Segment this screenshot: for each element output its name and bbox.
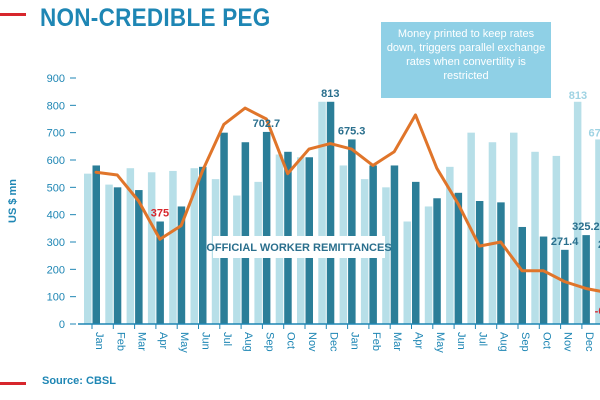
data-label: 675.3	[338, 125, 366, 137]
data-label: 259	[598, 239, 600, 251]
y-tick-label: 500	[47, 182, 65, 194]
x-tick-label: Sep	[519, 332, 531, 352]
y-tick-label: 400	[47, 210, 65, 222]
bar-dark	[156, 221, 164, 324]
chart-title: NON-CREDIBLE PEG	[40, 4, 271, 32]
x-tick-label: Jun	[455, 332, 467, 350]
bar-dark	[454, 192, 463, 324]
x-tick-label: Mar	[391, 332, 403, 351]
data-label: 702.7	[253, 118, 281, 130]
bar-light	[382, 187, 390, 324]
y-tick-label: 100	[47, 292, 65, 304]
bar-dark	[113, 187, 122, 324]
bar-dark	[433, 198, 441, 324]
x-tick-label: Oct	[285, 332, 297, 349]
y-tick-label: 800	[47, 100, 65, 112]
bar-dark	[582, 235, 590, 324]
bar-dark	[262, 131, 271, 324]
x-tick-label: Feb	[114, 332, 126, 351]
x-tick-label: Feb	[370, 332, 382, 351]
bar-dark	[92, 165, 100, 324]
y-tick-label: 700	[47, 128, 65, 140]
x-tick-label: Aug	[498, 332, 510, 352]
bar-dark	[177, 206, 186, 324]
bar-dark	[539, 236, 548, 324]
bar-light	[446, 166, 454, 324]
bar-light	[552, 155, 561, 324]
bar-light	[318, 101, 326, 324]
data-label: 675.	[588, 127, 600, 139]
x-tick-label: Jun	[200, 332, 212, 350]
x-tick-label: Jul	[476, 332, 488, 346]
bar-dark	[475, 201, 484, 324]
bar-light	[595, 139, 600, 324]
x-tick-label: Mar	[136, 332, 148, 351]
top-accent-rule	[0, 13, 26, 16]
bar-dark	[135, 190, 143, 324]
x-tick-label: Jan	[349, 332, 361, 350]
bar-light	[403, 221, 411, 324]
x-tick-label: Aug	[242, 332, 254, 352]
x-tick-label: Dec	[327, 332, 339, 352]
y-tick-label: 300	[47, 237, 65, 249]
bar-light	[573, 101, 582, 324]
bar-dark	[326, 101, 335, 324]
data-label: -61.6	[595, 306, 600, 318]
x-tick-label: May	[178, 332, 190, 353]
bar-light	[105, 184, 113, 324]
bar-light	[510, 132, 518, 324]
bar-light	[84, 173, 92, 324]
data-label: 813	[569, 90, 587, 102]
annotation-note: Money printed to keep rates down, trigge…	[381, 22, 551, 98]
x-tick-label: Oct	[540, 332, 552, 349]
data-label: 325.2	[572, 221, 600, 233]
data-label: 271.4	[551, 236, 579, 248]
bar-dark	[241, 142, 250, 324]
bar-light	[190, 168, 198, 324]
y-tick-label: 900	[47, 73, 65, 85]
bar-dark	[348, 139, 356, 324]
series-label-box	[213, 236, 385, 258]
x-tick-label: May	[434, 332, 446, 353]
bar-light	[531, 151, 539, 324]
x-tick-label: Nov	[306, 332, 318, 352]
bar-dark	[561, 249, 569, 324]
x-tick-label: Apr	[157, 332, 169, 349]
y-axis-label: US $ mn	[7, 179, 19, 223]
x-tick-label: Nov	[562, 332, 574, 352]
source-caption: Source: CBSL	[42, 375, 116, 387]
bar-light	[126, 168, 135, 324]
bar-dark	[518, 226, 526, 324]
bar-light	[147, 172, 156, 324]
y-tick-label: 600	[47, 155, 65, 167]
bar-dark	[390, 165, 399, 324]
x-tick-label: Dec	[583, 332, 595, 352]
x-tick-label: Sep	[263, 332, 275, 352]
y-tick-label: 200	[47, 264, 65, 276]
bar-light	[233, 195, 241, 324]
x-tick-label: Apr	[413, 332, 425, 349]
line-series	[94, 106, 600, 293]
bar-dark	[220, 132, 228, 324]
y-tick-label: 0	[59, 319, 65, 331]
data-label: 375	[151, 208, 169, 220]
x-tick-label: Jan	[93, 332, 105, 350]
bar-dark	[412, 181, 420, 324]
x-tick-label: Jul	[221, 332, 233, 346]
bottom-accent-rule	[0, 382, 26, 385]
bar-dark	[497, 202, 505, 324]
bar-dark	[199, 166, 207, 324]
data-label: 813	[321, 88, 339, 100]
bar-light	[488, 142, 497, 324]
bar-light	[169, 170, 177, 324]
series-label: OFFICIAL WORKER REMITTANCES	[206, 242, 391, 254]
bar-light	[424, 206, 433, 324]
